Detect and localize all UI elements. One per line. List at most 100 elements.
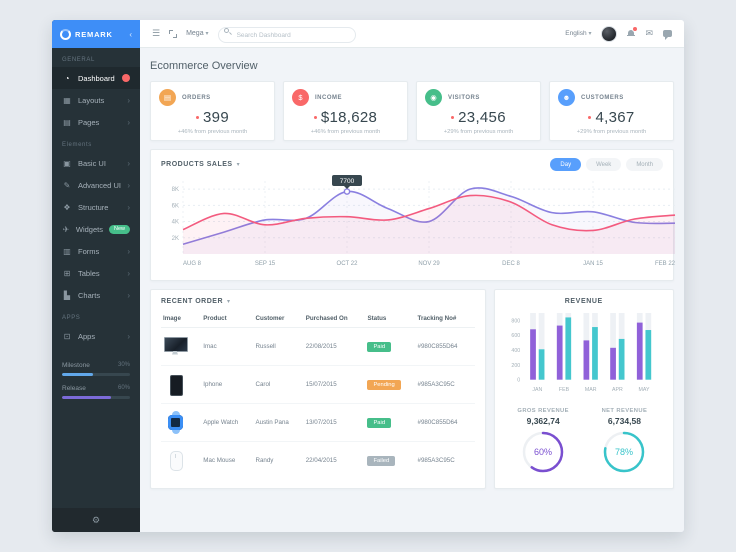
product-image-mouse: [163, 450, 189, 472]
cell-purchased-on: 22/08/2015: [303, 327, 366, 366]
tables-icon: ⊞: [63, 268, 71, 278]
sidebar-item-advanced-ui[interactable]: ✎ Advanced UI ›: [52, 174, 140, 196]
svg-text:MAR: MAR: [584, 387, 596, 393]
page-title: Ecommerce Overview: [150, 60, 258, 72]
sidebar-item-tables[interactable]: ⊞ Tables ›: [52, 262, 140, 284]
svg-text:0: 0: [517, 378, 520, 384]
svg-text:600: 600: [511, 333, 520, 339]
range-button-month[interactable]: Month: [626, 158, 663, 171]
search-icon: [223, 27, 229, 33]
sidebar: REMARK ‹ GENERAL ◔ Dashboard ▦ Layouts ›…: [52, 20, 140, 532]
stat-value: $18,628: [320, 109, 378, 126]
gauge-arc: [522, 431, 564, 473]
delta-indicator: [588, 116, 592, 119]
progress-value: 60%: [117, 385, 130, 391]
stat-card: ☻ CUSTOMERS 4,367 +29% from previous mon…: [549, 81, 674, 141]
bar-series-teal: [538, 349, 544, 380]
sidebar-item-layouts[interactable]: ▦ Layouts ›: [52, 89, 140, 111]
recent-order-panel: RECENT ORDER ▾ Image Product Customer Purch…: [150, 289, 486, 489]
chevron-down-icon[interactable]: ▾: [227, 299, 231, 305]
product-image-imac: [163, 336, 189, 358]
topbar-right: English ▾ ✉: [565, 25, 672, 42]
search-input[interactable]: [217, 27, 356, 44]
pages-icon: ▤: [63, 117, 71, 127]
sidebar-item-dashboard[interactable]: ◔ Dashboard: [52, 67, 140, 89]
gauge-arc: [604, 431, 645, 473]
chevron-down-icon[interactable]: ▾: [236, 162, 240, 168]
sidebar-item-widgets[interactable]: ✈ Widgets New: [52, 218, 140, 240]
chat-icon[interactable]: [663, 30, 672, 40]
sidebar-item-label: Pages: [78, 117, 100, 127]
product-image-watch: [163, 410, 189, 434]
stat-note: +46% from previous month: [310, 129, 381, 135]
language-selector[interactable]: English ▾: [565, 30, 591, 37]
progress-label: Milestone: [62, 362, 90, 369]
notifications-bell-icon[interactable]: [627, 26, 639, 38]
chevron-right-icon: ›: [127, 290, 130, 300]
sidebar-item-structure[interactable]: ❖ Structure ›: [52, 196, 140, 218]
brand-header[interactable]: REMARK ‹: [52, 20, 140, 48]
sidebar-section-label: APPS: [62, 315, 81, 321]
range-buttons: Day Week Month: [550, 158, 663, 171]
product-image-iphone: [163, 374, 189, 396]
chevron-right-icon: ›: [127, 202, 130, 212]
bar-series-purple: [609, 347, 616, 380]
sidebar-collapse-icon[interactable]: ‹: [129, 29, 132, 39]
gauge-value: 9,362,74: [526, 416, 560, 426]
brand-name: REMARK: [75, 29, 113, 39]
stat-note: +29% from previous month: [443, 129, 514, 135]
stat-value: 4,367: [595, 109, 635, 126]
status-badge: Pending: [367, 379, 401, 390]
fullscreen-icon[interactable]: [169, 29, 178, 38]
mega-menu[interactable]: Mega ▾: [186, 30, 208, 37]
avatar[interactable]: [601, 25, 618, 42]
advanced-ui-icon: ✎: [63, 180, 71, 190]
tooltip-marker: [343, 188, 351, 195]
forms-icon: ▥: [63, 246, 71, 256]
svg-text:7700: 7700: [340, 178, 355, 185]
series-pink-area: [183, 195, 675, 254]
range-button-week[interactable]: Week: [586, 158, 622, 171]
orders-table-header-row: Image Product Customer Purchased On Status Tr…: [161, 311, 475, 328]
sidebar-item-apps[interactable]: ⊡ Apps ›: [52, 325, 140, 347]
sidebar-item-label: Structure: [78, 202, 109, 212]
svg-text:200: 200: [511, 363, 520, 369]
orders-table: Image Product Customer Purchased On Status Tr…: [161, 311, 475, 480]
sidebar-item-forms[interactable]: ▥ Forms ›: [52, 240, 140, 262]
sidebar-section: GENERAL ◔ Dashboard ▦ Layouts › ▤ Pages …: [52, 48, 140, 133]
inbox-mail-icon[interactable]: ✉: [645, 28, 653, 38]
cell-product: Iphone: [201, 365, 254, 404]
sidebar-section-label: Elements: [62, 142, 92, 148]
hamburger-menu-icon[interactable]: ☰: [152, 28, 161, 38]
sidebar-item-label: Layouts: [78, 95, 105, 105]
cell-status: Pending: [365, 365, 416, 404]
cell-product: Apple Watch: [201, 403, 254, 442]
svg-text:800: 800: [511, 318, 520, 324]
bar-series-teal: [591, 327, 598, 380]
stat-value: 23,456: [458, 109, 506, 126]
sidebar-item-pages[interactable]: ▤ Pages ›: [52, 111, 140, 133]
chevron-down-icon: ▾: [205, 31, 209, 37]
svg-text:4K: 4K: [172, 220, 179, 226]
table-row: Imac Russell 22/08/2015 Paid #980C855D64: [161, 327, 475, 366]
sidebar-item-charts[interactable]: ▙ Charts ›: [52, 284, 140, 306]
progress-label: Release: [62, 385, 86, 392]
range-button-day[interactable]: Day: [550, 158, 582, 171]
gear-icon[interactable]: ⚙: [91, 514, 101, 525]
svg-text:NOV 29: NOV 29: [418, 261, 440, 267]
svg-text:2K: 2K: [172, 236, 179, 242]
cell-tracking: #985A3C95C: [417, 457, 455, 465]
app-window: REMARK ‹ GENERAL ◔ Dashboard ▦ Layouts ›…: [52, 20, 684, 532]
series-purple-line: [182, 187, 676, 246]
svg-text:JAN 15: JAN 15: [583, 261, 603, 267]
chevron-down-icon: ▾: [588, 31, 592, 37]
basic-ui-icon: ▣: [63, 158, 71, 168]
sidebar-progress: Milestone 30% Release 60%: [52, 347, 140, 405]
gauge-label: GROS REVENUE: [517, 408, 569, 414]
products-sales-panel: PRODUCTS SALES ▾ Day Week Month 2K 4K 6K 8K AU…: [150, 149, 676, 281]
svg-text:6K: 6K: [172, 203, 179, 209]
status-badge: Paid: [367, 341, 392, 352]
revenue-chart: 0 200 400 600 800 JAN FEB MAR APR MAY: [511, 312, 651, 393]
delta-indicator: [313, 116, 317, 119]
sidebar-item-basic-ui[interactable]: ▣ Basic UI ›: [52, 152, 140, 174]
